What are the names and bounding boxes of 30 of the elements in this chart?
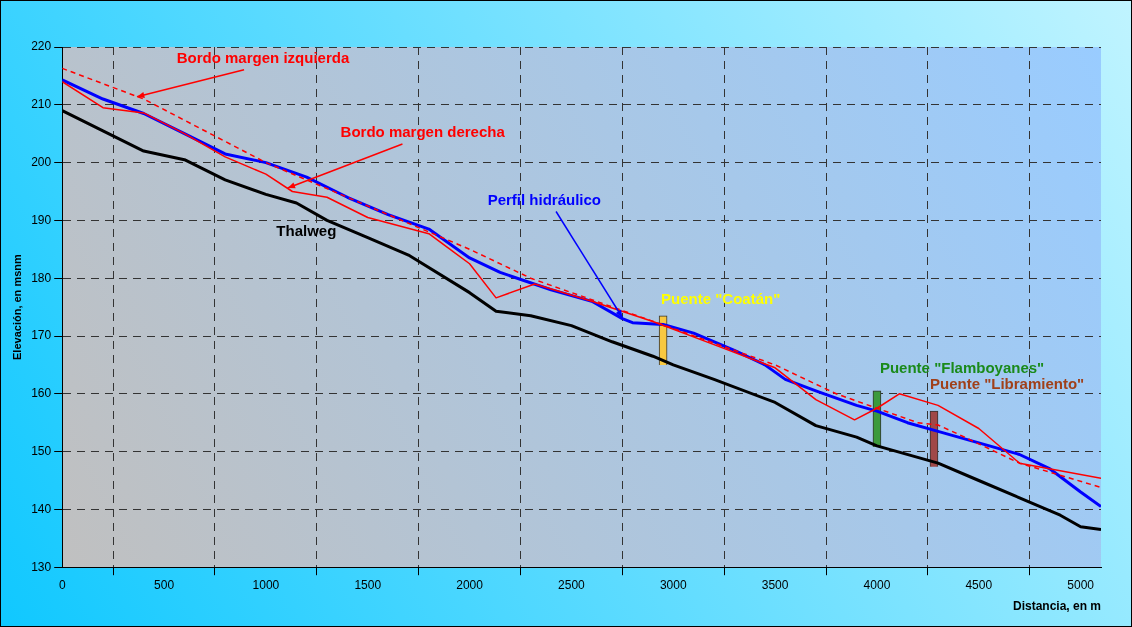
x-tick-label: 4500 bbox=[965, 577, 993, 592]
y-tick-label: 190 bbox=[31, 212, 52, 227]
y-tick-label: 180 bbox=[31, 270, 52, 285]
annotation: Puente "Libramiento" bbox=[929, 375, 1085, 393]
y-tick-label: 170 bbox=[31, 328, 52, 343]
y-tick-label: 210 bbox=[31, 97, 52, 112]
annotation: Puente "Coatán" bbox=[661, 289, 781, 307]
x-tick-label: 5000 bbox=[1067, 577, 1095, 592]
y-tick-label: 200 bbox=[31, 154, 52, 169]
x-tick-label: 2000 bbox=[456, 577, 484, 592]
x-tick-label: 500 bbox=[154, 577, 175, 592]
x-axis-title: Distancia, en m bbox=[1012, 599, 1101, 614]
x-tick-label: 3000 bbox=[659, 577, 687, 592]
y-tick-label: 130 bbox=[31, 559, 52, 574]
y-axis-title: Elevación, en msnm bbox=[10, 254, 23, 360]
annotation: Thalweg bbox=[276, 221, 337, 239]
x-tick-label: 0 bbox=[58, 577, 66, 592]
y-tick-label: 140 bbox=[31, 501, 52, 516]
x-tick-label: 1000 bbox=[252, 577, 280, 592]
y-tick-label: 160 bbox=[31, 386, 52, 401]
annotation: Bordo margen izquierda bbox=[176, 48, 350, 66]
annotation: Puente "Flamboyanes" bbox=[879, 359, 1045, 377]
y-tick-label: 220 bbox=[31, 39, 52, 54]
x-tick-label: 2500 bbox=[558, 577, 586, 592]
x-tick-label: 1500 bbox=[354, 577, 382, 592]
x-tick-label: 4000 bbox=[863, 577, 891, 592]
annotation: Bordo margen derecha bbox=[340, 123, 506, 141]
x-tick-label: 3500 bbox=[761, 577, 789, 592]
annotation: Perfil hidráulico bbox=[487, 190, 602, 208]
y-tick-label: 150 bbox=[31, 443, 52, 458]
